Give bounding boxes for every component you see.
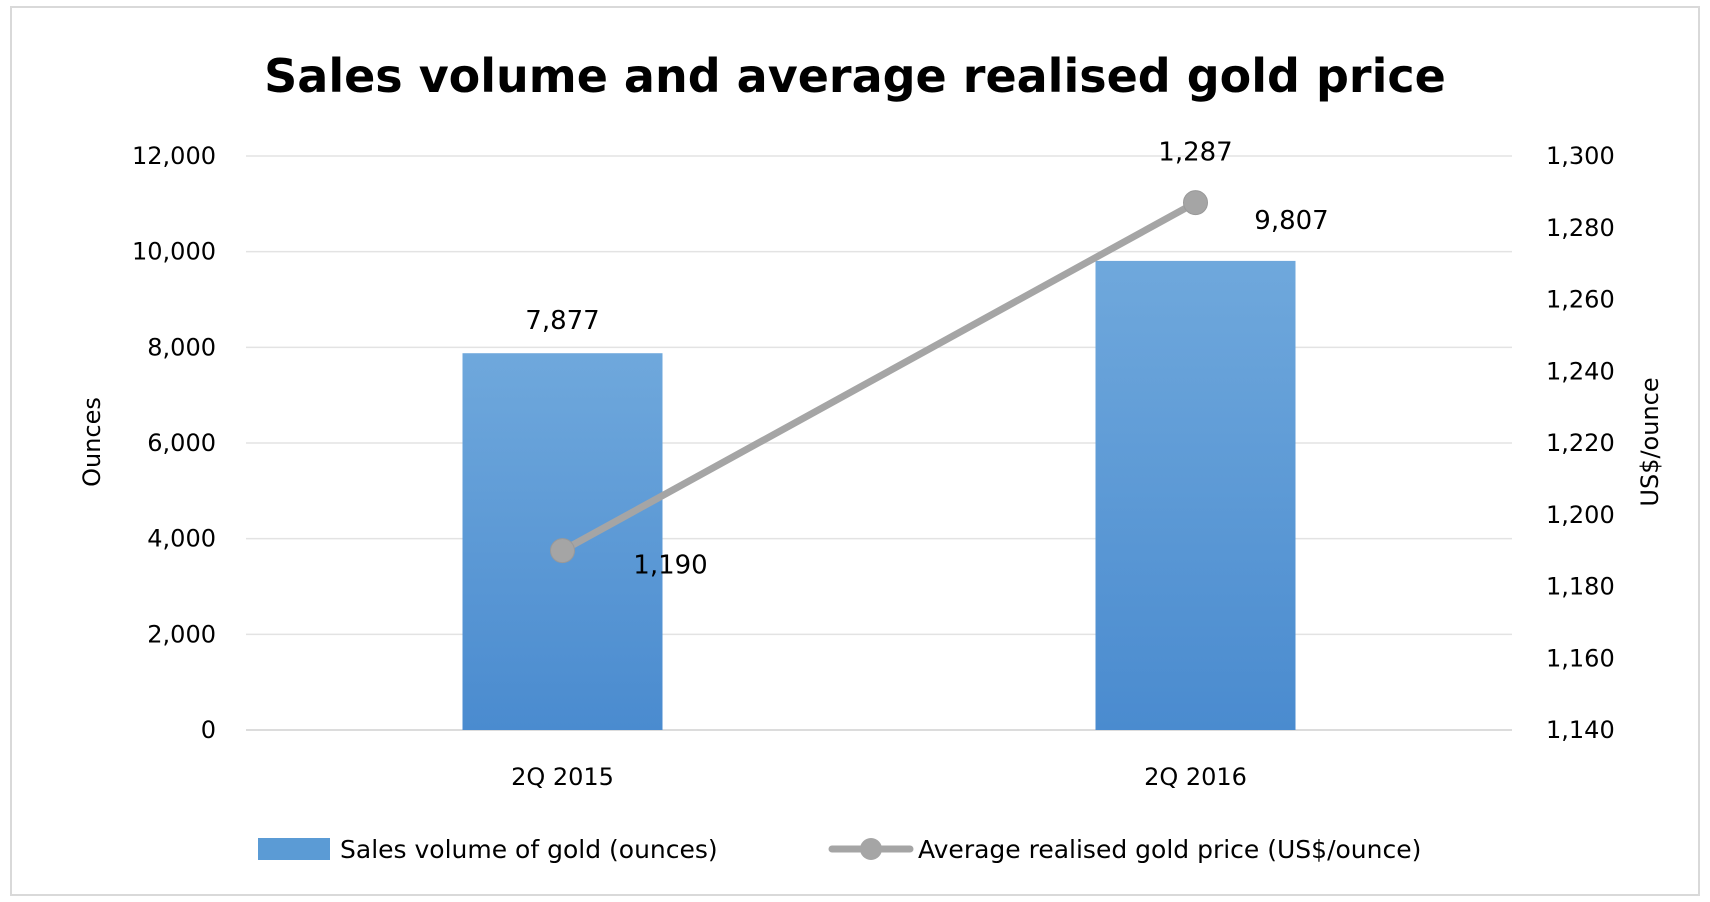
bar	[1095, 260, 1296, 730]
right-tick-label: 1,300	[1546, 142, 1615, 170]
right-tick-label: 1,220	[1546, 429, 1615, 457]
line-point	[1183, 190, 1208, 216]
x-tick-label: 2Q 2016	[1144, 763, 1247, 791]
legend: Sales volume of gold (ounces) Average rea…	[258, 835, 1421, 864]
right-axis-title: US$/ounce	[1636, 377, 1664, 506]
left-axis-title: Ounces	[78, 397, 106, 487]
left-tick-label: 8,000	[147, 333, 216, 361]
line-point	[550, 538, 575, 564]
left-tick-label: 4,000	[147, 525, 216, 553]
left-tick-label: 6,000	[147, 429, 216, 457]
price-line	[559, 199, 1199, 555]
left-tick-label: 0	[201, 716, 216, 744]
left-tick-label: 12,000	[132, 142, 216, 170]
legend-line-marker	[860, 838, 882, 860]
legend-label: Sales volume of gold (ounces)	[340, 835, 718, 864]
chart-title: Sales volume and average realised gold p…	[264, 49, 1446, 103]
bar-data-label: 9,807	[1254, 206, 1328, 236]
gridlines	[246, 155, 1512, 731]
data-labels: 7,877 9,807 1,190 1,287	[525, 138, 1328, 581]
legend-bar-swatch	[258, 838, 330, 860]
right-tick-label: 1,140	[1546, 716, 1615, 744]
right-axis-ticks: 1,140 1,160 1,180 1,200 1,220 1,240 1,260 1,280…	[1546, 142, 1615, 744]
line-data-label: 1,287	[1158, 138, 1232, 168]
right-tick-label: 1,280	[1546, 214, 1615, 242]
legend-label: Average realised gold price (US$/ounce)	[918, 835, 1421, 864]
left-axis-ticks: 0 2,000 4,000 6,000 8,000 10,000 12,000	[132, 142, 216, 744]
right-tick-label: 1,260	[1546, 286, 1615, 314]
right-tick-label: 1,160	[1546, 644, 1615, 672]
chart-frame	[10, 6, 1700, 896]
line-data-label: 1,190	[633, 551, 707, 581]
bar-data-label: 7,877	[525, 306, 599, 336]
right-tick-label: 1,180	[1546, 573, 1615, 601]
right-tick-label: 1,240	[1546, 357, 1615, 385]
x-tick-label: 2Q 2015	[511, 763, 614, 791]
line-series	[550, 190, 1208, 564]
left-tick-label: 10,000	[132, 238, 216, 266]
left-tick-label: 2,000	[147, 620, 216, 648]
x-axis-ticks: 2Q 2015 2Q 2016	[511, 763, 1247, 791]
right-tick-label: 1,200	[1546, 501, 1615, 529]
